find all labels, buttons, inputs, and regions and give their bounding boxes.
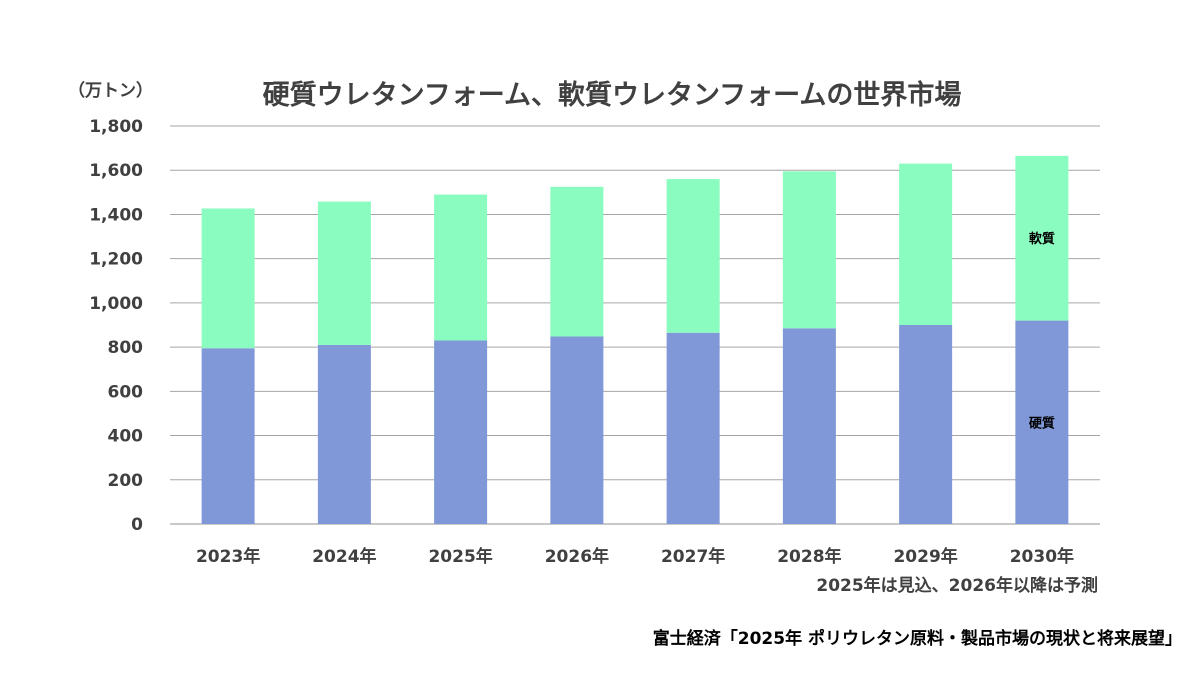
x-tick-label: 2030年	[1010, 546, 1074, 567]
bar-2030年-軟質	[1015, 155, 1069, 321]
bars	[201, 155, 1069, 524]
y-tick-label: 1,400	[89, 205, 143, 225]
bar-2023年-硬質	[201, 348, 255, 524]
bar-2028年-硬質	[782, 328, 836, 524]
source-credit: 富士経済「2025年 ポリウレタン原料・製品市場の現状と将来展望」	[653, 628, 1182, 649]
x-tick-label: 2025年	[428, 546, 492, 567]
forecast-note: 2025年は見込、2026年以降は予測	[816, 575, 1098, 596]
bar-2026年-軟質	[550, 186, 604, 337]
gridlines	[170, 125, 1100, 525]
y-tick-label: 1,600	[89, 161, 143, 181]
x-tick-label: 2028年	[777, 546, 841, 567]
y-tick-label: 1,000	[89, 294, 143, 314]
bar-2024年-硬質	[317, 344, 371, 524]
series-label-軟質: 軟質	[1029, 231, 1055, 247]
bar-2030年-硬質	[1015, 320, 1069, 524]
x-tick-label: 2024年	[312, 546, 376, 567]
bar-2028年-軟質	[782, 171, 836, 329]
x-tick-label: 2029年	[893, 546, 957, 567]
bar-2024年-軟質	[317, 201, 371, 345]
bar-2029年-軟質	[899, 163, 953, 325]
x-axis-ticks: 2023年 2024年 2025年 2026年 2027年 2028年 2029年 2030年	[196, 546, 1074, 567]
bar-2025年-硬質	[434, 340, 488, 524]
y-axis-unit: （万トン）	[68, 80, 153, 101]
bar-2023年-軟質	[201, 208, 255, 349]
bar-2025年-軟質	[434, 194, 488, 341]
y-tick-label: 1,200	[89, 250, 143, 270]
bar-2027年-硬質	[666, 332, 720, 524]
y-axis-ticks: 0 200 400 600 800 1,000 1,200 1,400 1,600 1,800	[89, 117, 143, 535]
y-tick-label: 0	[131, 515, 143, 535]
y-tick-label: 600	[108, 382, 144, 402]
bar-2027年-軟質	[666, 179, 720, 333]
y-tick-label: 200	[108, 471, 144, 491]
x-tick-label: 2026年	[545, 546, 609, 567]
y-tick-label: 800	[108, 338, 144, 358]
chart-title: 硬質ウレタンフォーム、軟質ウレタンフォームの世界市場	[263, 79, 962, 111]
bar-2026年-硬質	[550, 336, 604, 524]
y-tick-label: 1,800	[89, 117, 143, 137]
x-tick-label: 2023年	[196, 546, 260, 567]
x-tick-label: 2027年	[661, 546, 725, 567]
bar-2029年-硬質	[899, 325, 953, 524]
series-label-硬質: 硬質	[1029, 415, 1055, 431]
y-tick-label: 400	[108, 427, 144, 447]
